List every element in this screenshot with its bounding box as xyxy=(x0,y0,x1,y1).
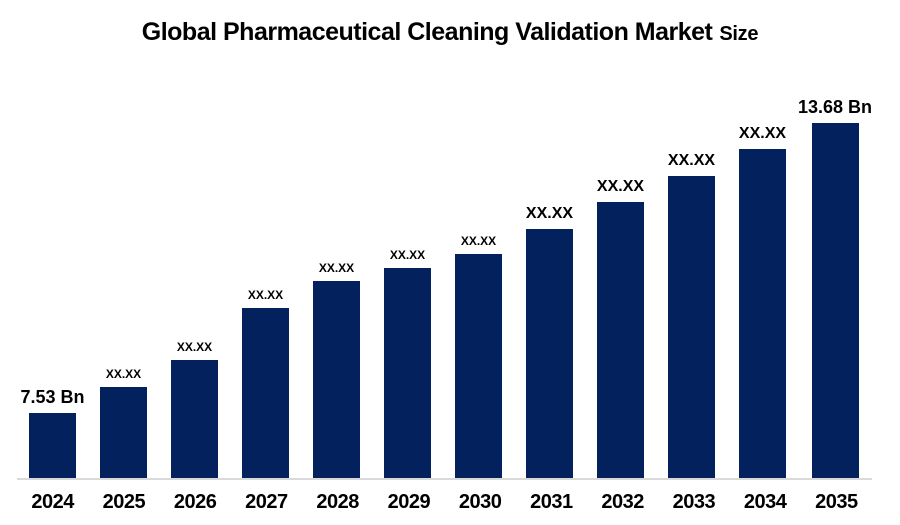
bar-value-label: XX.XX xyxy=(738,125,787,142)
chart-title-suffix: Size xyxy=(719,23,759,45)
bar xyxy=(100,387,147,478)
bar-column: XX.XX xyxy=(443,235,514,478)
bar-column: XX.XX xyxy=(727,126,798,478)
bar xyxy=(242,308,289,478)
bar-value-label: XX.XX xyxy=(389,248,426,262)
bar-value-label: XX.XX xyxy=(525,205,574,222)
bar xyxy=(526,229,573,478)
bar-value-label: XX.XX xyxy=(318,261,355,275)
year-label: 2030 xyxy=(458,491,502,513)
bar-value-label: 7.53 Bn xyxy=(20,387,85,407)
year-label: 2026 xyxy=(173,491,217,513)
bar-value-label: XX.XX xyxy=(247,288,284,302)
bar-value-label: XX.XX xyxy=(176,340,213,354)
bar-column: XX.XX xyxy=(301,262,372,478)
year-label: 2027 xyxy=(245,491,288,513)
bar xyxy=(171,360,218,478)
year-axis: 2024 2025 2026 2027 2028 2029 2030 2031 2032 2033… xyxy=(17,492,872,512)
year-label: 2032 xyxy=(601,491,644,513)
bar xyxy=(739,149,786,478)
bar-column: XX.XX xyxy=(372,249,443,478)
bar-value-label: XX.XX xyxy=(667,152,716,169)
year-label: 2028 xyxy=(316,491,359,513)
year-label: 2029 xyxy=(387,491,431,513)
bar-value-label: XX.XX xyxy=(596,178,645,195)
chart-title-main: Global Pharmaceutical Cleaning Validatio… xyxy=(141,18,713,46)
plot-area: 7.53 Bn XX.XX XX.XX XX.XX XX.XX XX.XX XX.XX XX.… xyxy=(17,78,872,478)
bar-column: XX.XX xyxy=(514,206,585,478)
bar xyxy=(597,202,644,478)
year-label: 2031 xyxy=(530,491,573,513)
year-label: 2025 xyxy=(102,491,146,513)
bar-column: XX.XX xyxy=(159,341,230,478)
bar-value-label: XX.XX xyxy=(105,367,142,381)
bar-value-label: XX.XX xyxy=(460,234,497,248)
bar-column: 7.53 Bn xyxy=(17,388,88,478)
bar xyxy=(313,281,360,478)
bar xyxy=(811,123,859,478)
x-axis-line xyxy=(17,478,872,480)
bar-column: XX.XX xyxy=(88,368,159,478)
year-label: 2033 xyxy=(672,491,716,513)
bar-column: XX.XX xyxy=(656,153,727,478)
chart-title: Global Pharmaceutical Cleaning Validatio… xyxy=(0,18,900,47)
bar xyxy=(668,176,715,478)
bar xyxy=(455,254,502,478)
year-label: 2034 xyxy=(743,491,787,513)
year-label: 2024 xyxy=(31,491,74,513)
year-label: 2035 xyxy=(815,491,858,513)
bar xyxy=(29,413,76,478)
bar-value-label: 13.68 Bn xyxy=(798,97,873,117)
bar-column: XX.XX xyxy=(230,289,301,478)
bar xyxy=(384,268,431,478)
bar-column: 13.68 Bn xyxy=(798,98,872,478)
bar-column: XX.XX xyxy=(585,179,656,478)
